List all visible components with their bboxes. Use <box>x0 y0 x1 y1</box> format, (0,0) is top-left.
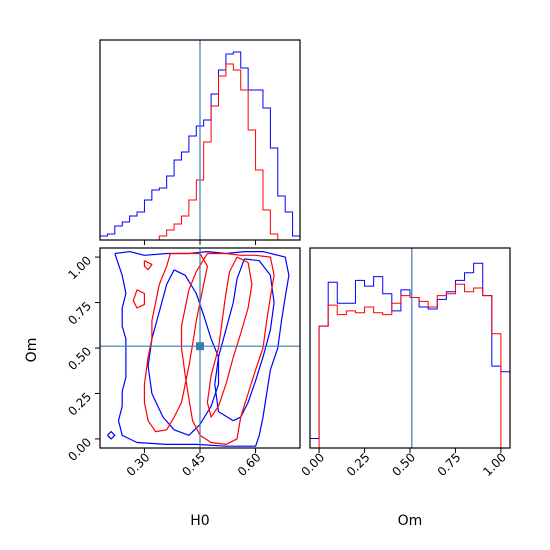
truth-marker <box>196 342 204 351</box>
x-axis-label-h0: H0 <box>190 513 209 529</box>
contour-y-tick-label-0: 0.00 <box>65 435 94 464</box>
contour-series-1-level-3 <box>132 289 145 309</box>
contour-series-0-level-3 <box>106 431 116 440</box>
om-histogram-series-0-steps <box>309 262 511 448</box>
x-axis-label-om: Om <box>398 513 423 529</box>
contour-x-tick-label-0: 0.30 <box>124 450 153 479</box>
om-histogram-x-tick-label-0: 0.00 <box>298 450 327 479</box>
contour-x-tick-label-1: 0.45 <box>179 450 208 479</box>
om-histogram-frame <box>309 247 511 449</box>
om-histogram-x-tick-label-1: 0.25 <box>344 450 373 479</box>
h0-histogram-series-0-steps <box>99 51 301 240</box>
y-axis-label-om: Om <box>24 338 40 363</box>
contour-y-tick-label-1: 0.25 <box>65 390 94 419</box>
contour-y-tick-label-4: 1.00 <box>65 253 94 282</box>
contour-series-1-level-1 <box>143 252 208 433</box>
h0-om-contour-plot-area <box>100 248 300 448</box>
om-histogram-x-ticks: 0.00 0.25 0.50 0.75 1.00 <box>298 448 509 479</box>
contour-series-0-level-2 <box>214 258 275 422</box>
om-histogram-x-tick-label-3: 0.75 <box>435 450 464 479</box>
contour-x-tick-label-2: 0.60 <box>235 450 264 479</box>
contour-y-tick-label-2: 0.50 <box>65 344 94 373</box>
h0-om-contour-y-ticks: 0.00 0.25 0.50 0.75 1.00 <box>65 253 100 464</box>
om-histogram-x-tick-label-4: 1.00 <box>480 450 509 479</box>
contour-series-0-level-1 <box>147 269 220 436</box>
h0-histogram-ticks <box>143 240 257 245</box>
h0-histogram-panel <box>99 39 301 245</box>
contour-series-1-level-2 <box>206 256 253 418</box>
contour-y-tick-label-3: 0.75 <box>65 299 94 328</box>
contour-series-1-level-0 <box>180 252 275 445</box>
contour-series-0-level-0 <box>114 251 290 447</box>
om-histogram-panel: 0.00 0.25 0.50 0.75 1.00 Om <box>298 247 511 529</box>
h0-om-contour-panel: 0.30 0.45 0.60 0.00 0.25 0.50 0.75 1.00 H0 Om <box>24 247 301 529</box>
h0-om-contour-x-ticks: 0.30 0.45 0.60 <box>124 448 264 479</box>
om-histogram-plot-area <box>309 248 511 449</box>
contour-lines-group <box>106 251 290 447</box>
om-histogram-x-tick-label-2: 0.50 <box>389 450 418 479</box>
om-histogram-series-1-steps <box>310 283 510 449</box>
h0-histogram-plot-area <box>99 40 301 241</box>
contour-series-1-level-4 <box>143 260 153 271</box>
